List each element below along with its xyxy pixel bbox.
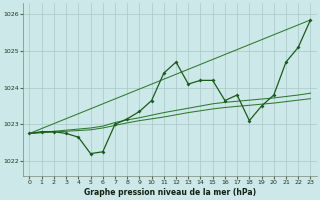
X-axis label: Graphe pression niveau de la mer (hPa): Graphe pression niveau de la mer (hPa) <box>84 188 256 197</box>
